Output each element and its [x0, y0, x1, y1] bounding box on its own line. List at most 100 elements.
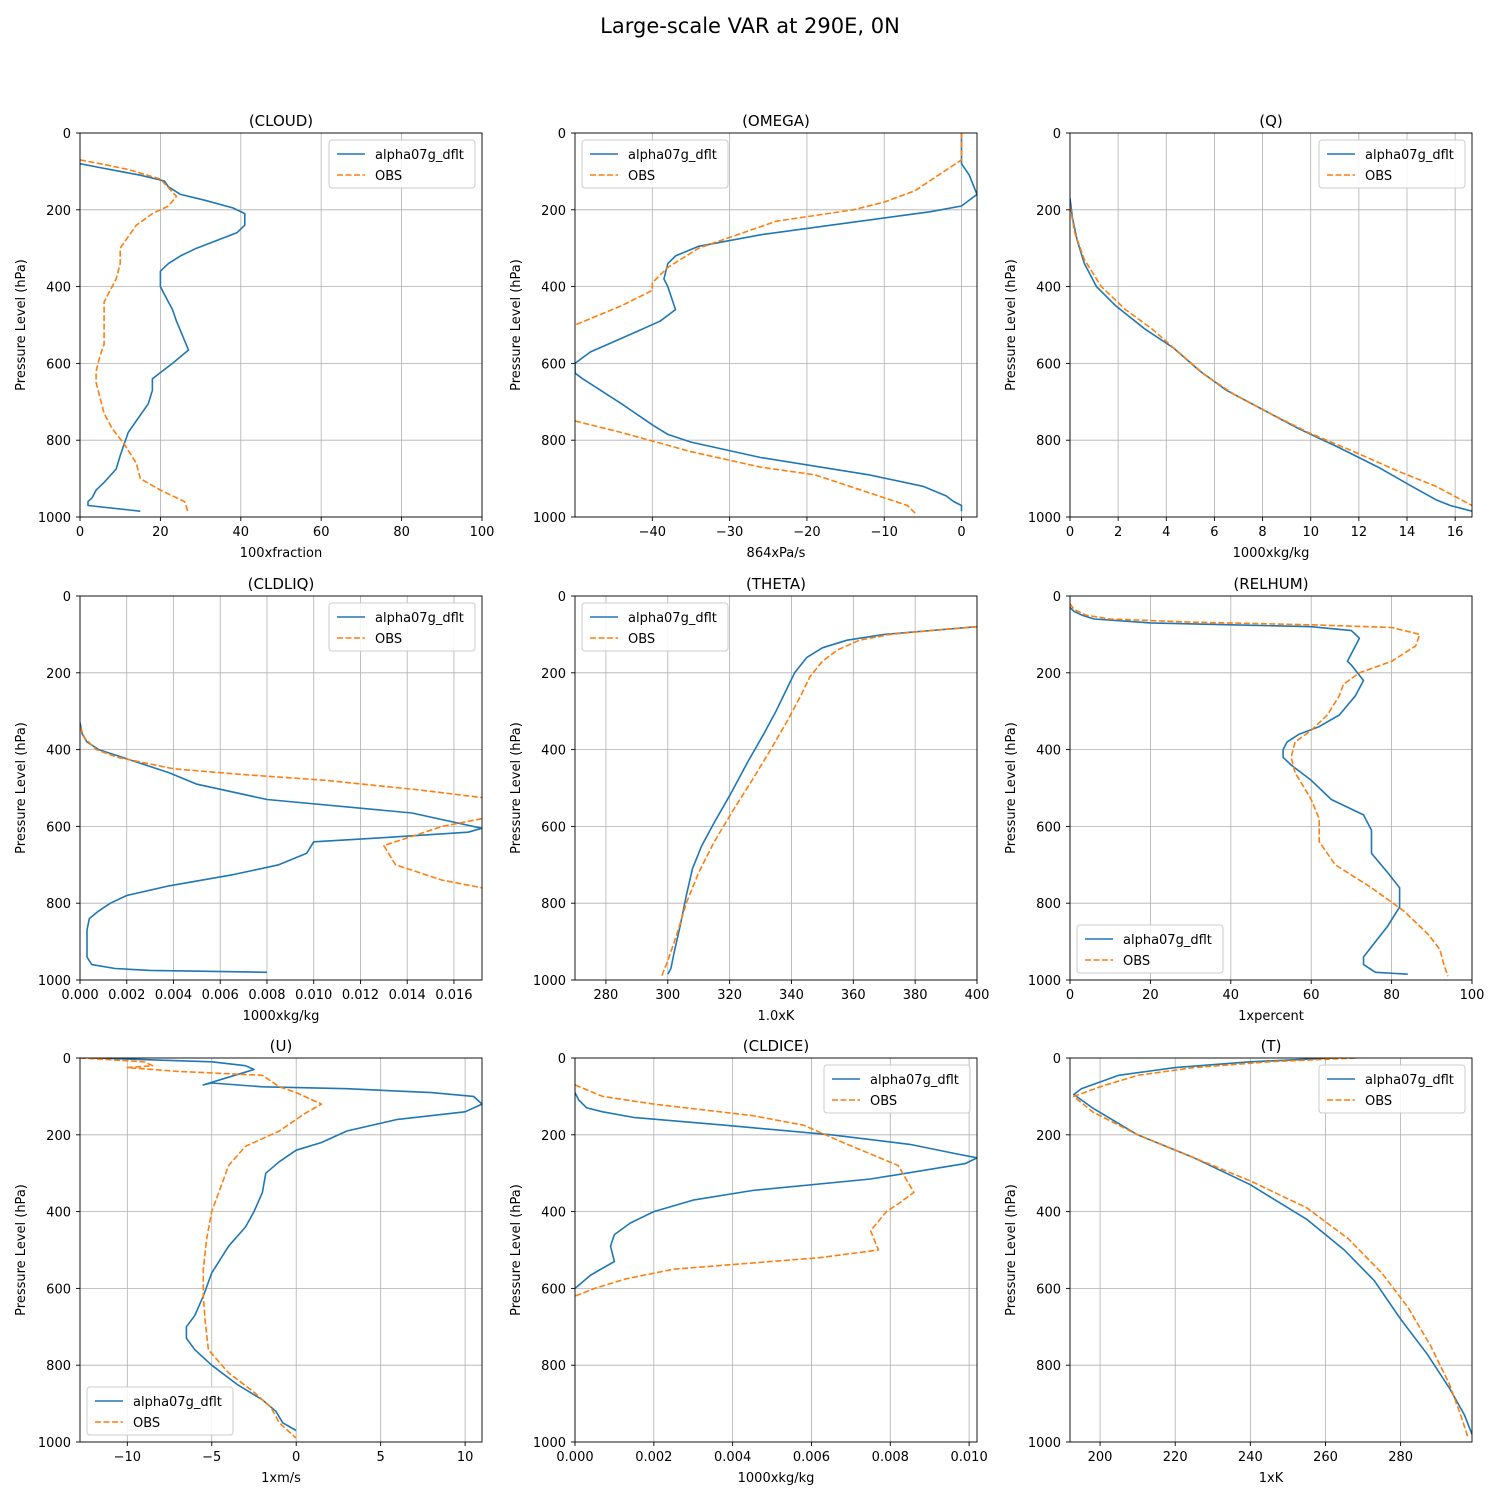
axes-frame — [574, 595, 978, 981]
x-tick-label: 0.004 — [155, 988, 192, 1003]
legend-label: alpha07g_dflt — [870, 1073, 959, 1088]
x-axis-label: 1000xkg/kg — [1233, 546, 1310, 561]
x-tick-label: −10 — [114, 1450, 141, 1465]
y-tick-label: 400 — [541, 281, 566, 296]
subplot-title: (T) — [1261, 1037, 1282, 1055]
subplot-cloud: 0 20 40 60 80 10002004006008001000(CLOUD)100x… — [14, 112, 494, 561]
legend-box — [86, 1386, 234, 1436]
y-tick-label: 400 — [46, 744, 71, 759]
x-tick-label: 0 — [292, 1450, 300, 1465]
x-tick-label: 20 — [152, 525, 169, 540]
series-line-model — [575, 133, 977, 512]
x-tick-label: 0 — [1066, 525, 1074, 540]
axes-frame — [574, 1057, 978, 1443]
x-tick-label: 0.010 — [951, 1450, 988, 1465]
x-tick-label: 200 — [1088, 1450, 1113, 1465]
subplot-cldliq: 0.000 0.002 0.004 0.006 0.008 0.010 0.012 0.014… — [14, 575, 483, 1024]
series-line-model — [1073, 1058, 1472, 1435]
y-tick-label: 800 — [541, 434, 566, 449]
x-axis-label: 1xpercent — [1238, 1009, 1304, 1024]
legend: alpha07g_dflt OBS — [1318, 139, 1466, 189]
x-tick-label: 60 — [313, 525, 330, 540]
x-tick-label: 280 — [594, 988, 619, 1003]
y-tick-label: 400 — [541, 744, 566, 759]
x-tick-label: −40 — [639, 525, 666, 540]
legend: alpha07g_dflt OBS — [823, 1064, 971, 1114]
y-axis-label: Pressure Level (hPa) — [1004, 1184, 1019, 1316]
y-tick-label: 200 — [46, 204, 71, 219]
legend-box — [328, 602, 476, 652]
series-line-obs — [575, 1084, 915, 1297]
legend-label: alpha07g_dflt — [133, 1395, 222, 1410]
subplot-q: 0 2 4 6 8 10 12 14 16 0 200 400 600 800 1000 (Q) 1000xkg… — [1004, 112, 1473, 561]
axes-frame — [79, 1057, 483, 1443]
x-tick-label: 10 — [1302, 525, 1319, 540]
series-line-model — [1070, 198, 1472, 512]
x-axis-label: 864xPa/s — [747, 546, 806, 561]
subplot-title: (RELHUM) — [1233, 575, 1308, 593]
legend-label: alpha07g_dflt — [1365, 1073, 1454, 1088]
legend-label: OBS — [628, 632, 655, 647]
y-tick-label: 200 — [1036, 204, 1061, 219]
subplot-u: −10 −5 0 5 10 0 200 400 600 800 1000 (U) 1xm/s Pressu… — [14, 1037, 483, 1486]
x-axis-label: 1000xkg/kg — [243, 1009, 320, 1024]
y-tick-label: 800 — [1036, 897, 1061, 912]
x-tick-label: 380 — [903, 988, 928, 1003]
y-tick-label: 400 — [541, 1206, 566, 1221]
x-tick-label: 100 — [1460, 988, 1485, 1003]
x-tick-label: −10 — [871, 525, 898, 540]
y-tick-label: 0 — [558, 1052, 566, 1067]
x-tick-label: 240 — [1238, 1450, 1263, 1465]
y-tick-label: 800 — [541, 1359, 566, 1374]
x-tick-label: 8 — [1258, 525, 1266, 540]
x-tick-label: 80 — [1383, 988, 1400, 1003]
x-tick-label: 0.008 — [248, 988, 285, 1003]
x-axis-label: 1xm/s — [261, 1471, 301, 1486]
y-tick-label: 0 — [63, 590, 71, 605]
x-tick-label: 340 — [779, 988, 804, 1003]
y-tick-label: 200 — [1036, 667, 1061, 682]
y-tick-label: 800 — [46, 434, 71, 449]
y-tick-label: 200 — [541, 667, 566, 682]
y-tick-label: 200 — [1036, 1129, 1061, 1144]
legend-label: alpha07g_dflt — [1123, 933, 1212, 948]
y-tick-label: 0 — [558, 590, 566, 605]
series-line-obs — [80, 1058, 323, 1439]
y-tick-label: 400 — [1036, 744, 1061, 759]
axes-frame — [79, 595, 483, 981]
x-tick-label: 0.002 — [108, 988, 145, 1003]
subplot-title: (CLOUD) — [249, 112, 313, 130]
series-line-model — [575, 1092, 977, 1290]
x-tick-label: 220 — [1163, 1450, 1188, 1465]
x-tick-label: 4 — [1162, 525, 1170, 540]
legend: alpha07g_dflt OBS — [581, 139, 729, 189]
x-tick-label: 300 — [655, 988, 680, 1003]
legend-label: alpha07g_dflt — [375, 611, 464, 626]
x-tick-label: 80 — [393, 525, 410, 540]
y-tick-label: 600 — [1036, 820, 1061, 835]
series-line-obs — [80, 159, 190, 514]
legend-label: OBS — [1365, 1094, 1392, 1109]
y-axis-label: Pressure Level (hPa) — [14, 1184, 29, 1316]
x-tick-label: 100 — [470, 525, 495, 540]
subplot-title: (Q) — [1259, 112, 1283, 130]
subplot-relhum: 0 20 40 60 80 10002004006008001000(RELHUM)1xp… — [1004, 575, 1484, 1024]
y-tick-label: 1000 — [1028, 974, 1061, 989]
y-tick-label: 800 — [1036, 1359, 1061, 1374]
y-tick-label: 1000 — [533, 511, 566, 526]
y-tick-label: 800 — [1036, 434, 1061, 449]
series-line-model — [93, 1058, 482, 1432]
x-tick-label: 0.006 — [793, 1450, 830, 1465]
subplot-title: (OMEGA) — [742, 112, 810, 130]
legend-box — [328, 139, 476, 189]
y-tick-label: 400 — [46, 1206, 71, 1221]
subplot-t: 200 220 240 260 280 0 200 400 600 800 1000 (T) 1xK Pr… — [1004, 1037, 1473, 1486]
y-tick-label: 600 — [1036, 357, 1061, 372]
y-tick-label: 1000 — [38, 1436, 71, 1451]
legend-box — [1318, 1064, 1466, 1114]
subplot-title: (THETA) — [746, 575, 806, 593]
x-tick-label: 5 — [377, 1450, 385, 1465]
y-axis-label: Pressure Level (hPa) — [509, 1184, 524, 1316]
